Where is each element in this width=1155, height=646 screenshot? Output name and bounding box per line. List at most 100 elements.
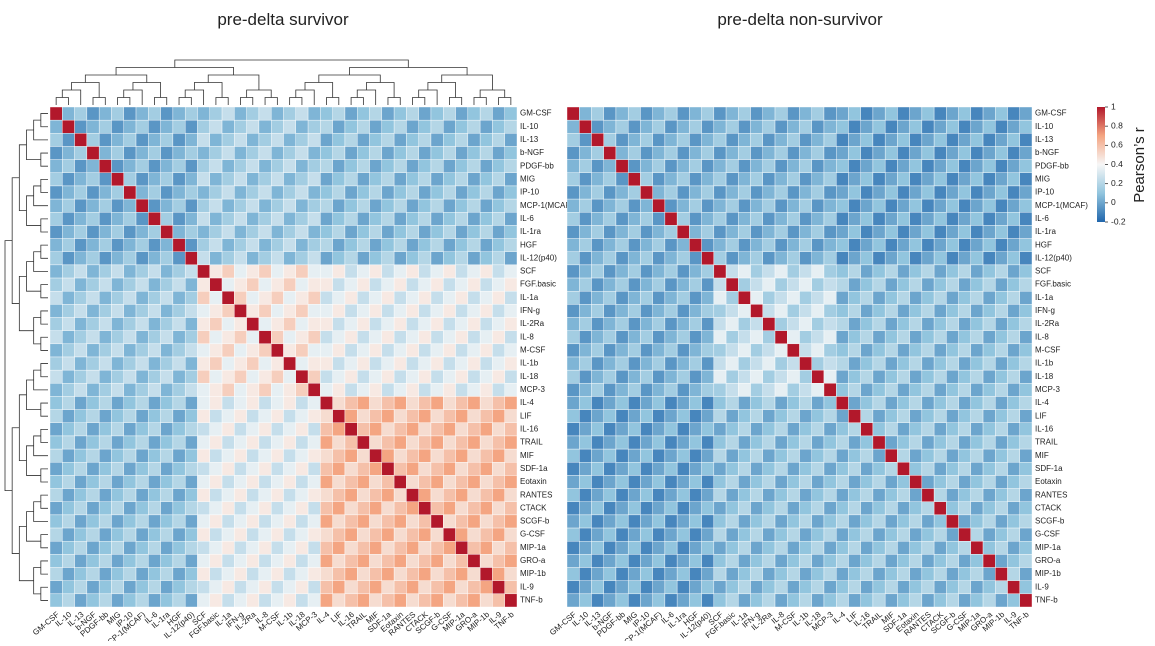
heatmap-cell xyxy=(492,119,505,134)
heatmap-cell xyxy=(320,383,333,397)
heatmap-cell xyxy=(234,593,247,608)
heatmap-cell xyxy=(283,330,296,345)
heatmap-cell xyxy=(884,567,898,581)
heatmap-cell xyxy=(627,146,641,160)
heatmap-cell xyxy=(357,462,370,476)
heatmap-cell xyxy=(982,541,996,555)
heatmap-cell xyxy=(750,488,763,502)
heatmap-cell xyxy=(418,198,432,213)
heatmap-cell xyxy=(357,172,370,187)
heatmap-cell xyxy=(443,264,456,279)
heatmap-cell xyxy=(909,396,923,410)
heatmap-cell xyxy=(603,185,617,200)
heatmap-cell xyxy=(184,198,198,213)
heatmap-cell xyxy=(172,448,186,463)
heatmap-cell xyxy=(209,435,223,450)
heatmap-cell xyxy=(418,501,432,516)
heatmap-cell xyxy=(271,580,284,595)
heatmap-cell xyxy=(995,277,1008,292)
heatmap-cell xyxy=(738,448,751,463)
heatmap-cell xyxy=(848,514,861,529)
heatmap-cell xyxy=(307,317,321,331)
heatmap-cell xyxy=(172,435,186,450)
heatmap-cell xyxy=(307,567,321,581)
heatmap-cell xyxy=(933,343,947,358)
heatmap-cell xyxy=(872,554,886,568)
heatmap-cell xyxy=(271,514,284,529)
heatmap-cell xyxy=(209,567,223,581)
heatmap-cell xyxy=(246,212,260,226)
heatmap-cell xyxy=(246,383,260,397)
heatmap-cell xyxy=(344,212,358,226)
heatmap-cell xyxy=(209,409,223,423)
heatmap-cell xyxy=(234,225,247,239)
heatmap-cell xyxy=(750,541,763,555)
heatmap-cell xyxy=(897,501,910,516)
heatmap-cell xyxy=(123,185,137,200)
heatmap-cell xyxy=(393,462,407,476)
heatmap-cell xyxy=(774,422,788,437)
heatmap-cell xyxy=(123,593,137,608)
heatmap-cell xyxy=(566,185,580,200)
heatmap-cell xyxy=(479,462,493,476)
heatmap-cell xyxy=(701,277,715,292)
heatmap-cell xyxy=(762,356,776,371)
heatmap-cell xyxy=(579,119,592,134)
heatmap-cell xyxy=(443,317,456,331)
heatmap-cell xyxy=(492,304,505,318)
heatmap-cell xyxy=(160,396,174,410)
heatmap-cell xyxy=(49,172,63,187)
heatmap-cell xyxy=(921,514,935,529)
heatmap-cell xyxy=(774,488,788,502)
heatmap-cell xyxy=(787,514,800,529)
heatmap-cell xyxy=(823,514,837,529)
heatmap-cell xyxy=(836,304,849,318)
heatmap-cell xyxy=(209,554,223,568)
heatmap-cell xyxy=(860,356,874,371)
heatmap-cell xyxy=(467,409,481,423)
heatmap-cell xyxy=(836,541,849,555)
heatmap-cell xyxy=(148,304,161,318)
heatmap-cell xyxy=(566,343,580,358)
heatmap-cell xyxy=(848,251,861,266)
heatmap-cell xyxy=(627,159,641,173)
heatmap-cell xyxy=(148,475,161,489)
heatmap-cell xyxy=(1019,291,1033,305)
heatmap-cell xyxy=(774,159,788,173)
heatmap-cell xyxy=(738,198,751,213)
heatmap-cell xyxy=(234,383,247,397)
heatmap-cell xyxy=(381,119,395,134)
heatmap-cell xyxy=(184,133,198,147)
heatmap-cell xyxy=(652,475,666,489)
heatmap-cell xyxy=(701,567,715,581)
heatmap-cell xyxy=(958,567,972,581)
heatmap-cell xyxy=(504,409,518,423)
heatmap-cell xyxy=(209,317,223,331)
heatmap-cell xyxy=(479,277,493,292)
heatmap-cell xyxy=(566,198,580,213)
heatmap-cell xyxy=(799,593,812,608)
heatmap-cell xyxy=(357,567,370,581)
heatmap-cell xyxy=(1019,277,1033,292)
heatmap-cell xyxy=(148,277,161,292)
heatmap-cell xyxy=(271,435,284,450)
heatmap-cell xyxy=(123,119,137,134)
heatmap-cell xyxy=(995,185,1008,200)
heatmap-cell xyxy=(172,422,186,437)
heatmap-cell xyxy=(1019,133,1033,147)
heatmap-cell xyxy=(271,291,284,305)
heatmap-cell xyxy=(443,146,456,160)
heatmap-cell xyxy=(111,146,124,160)
heatmap-cell xyxy=(246,567,260,581)
heatmap-cell xyxy=(774,567,788,581)
heatmap-cell xyxy=(615,369,629,384)
heatmap-cell xyxy=(946,317,959,331)
heatmap-cell xyxy=(713,133,727,147)
heatmap-cell xyxy=(836,435,849,450)
heatmap-cell xyxy=(946,448,959,463)
heatmap-cell xyxy=(62,396,75,410)
heatmap-cell xyxy=(872,527,886,542)
heatmap-cell xyxy=(160,409,174,423)
heatmap-cell xyxy=(479,343,493,358)
heatmap-cell xyxy=(418,119,432,134)
